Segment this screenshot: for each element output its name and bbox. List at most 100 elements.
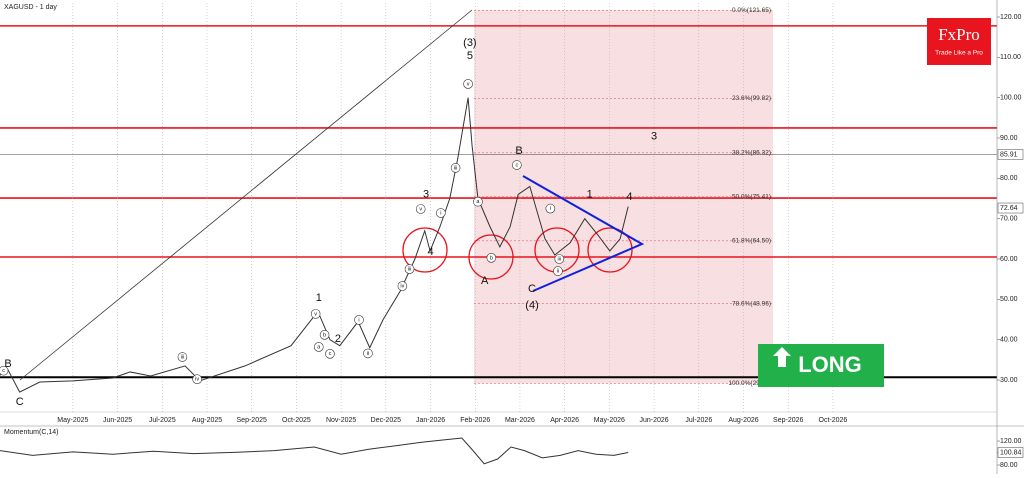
fib-label: 100.0%(29.17) [728, 380, 771, 387]
wave-label: 2 [335, 333, 341, 345]
wave-sublabel: iv [195, 377, 199, 383]
y-tick-label: 80.00 [1000, 462, 1018, 469]
wave-sublabel: iii [454, 165, 458, 171]
fib-label: 78.6%(48.96) [732, 300, 771, 307]
wave-circle [325, 348, 335, 359]
wave-label: (4) [525, 300, 538, 312]
wave-label: A [481, 275, 489, 287]
wave-label: B [4, 358, 11, 370]
price-box [997, 202, 1024, 214]
fib-label: 0.0%(121.65) [732, 7, 771, 14]
y-tick-label: 90.00 [1000, 135, 1018, 142]
x-tick-label: Feb-2026 [460, 417, 490, 424]
over-layer: 0.0%(121.65) 23.6%(99.82) 38.2%(86.32) 50.0… [0, 7, 1024, 469]
x-tick-label: Aug-2025 [192, 417, 222, 424]
x-tick-label: May-2025 [57, 417, 88, 424]
wave-label: 1 [316, 292, 322, 304]
logo-name: FxPro [938, 25, 980, 44]
wave-label: 4 [427, 246, 433, 258]
price-line [0, 437, 629, 465]
wave-sublabel: c [329, 351, 332, 357]
wave-sublabel: v [467, 81, 470, 87]
circle [587, 227, 633, 273]
x-tick-label: Jul-2026 [685, 417, 712, 424]
y-tick-label: 50.00 [1000, 296, 1018, 303]
wave-sublabel: iii [408, 267, 412, 273]
x-tick-label: Jun-2026 [639, 417, 668, 424]
panel-title: Momentum(C,14) [4, 429, 58, 436]
wave-sublabel: iv [400, 283, 404, 289]
x-tick-label: Nov-2025 [326, 417, 356, 424]
wave-sublabel: i [550, 206, 551, 212]
logo-tagline: Trade Like a Pro [935, 50, 983, 57]
x-tick-label: Mar-2026 [505, 417, 535, 424]
wave-circle [397, 281, 408, 291]
wave-circle [486, 252, 497, 263]
y-tick-label: 30.00 [1000, 377, 1018, 384]
wave-label: 1 [587, 188, 593, 200]
wave-sublabel: c [2, 368, 5, 374]
price-line [0, 97, 629, 393]
x-tick-label: Jul-2025 [149, 417, 176, 424]
fib-label: 38.2%(86.32) [732, 150, 771, 157]
wave-circle [463, 79, 473, 89]
triangle [522, 175, 645, 292]
price-label: 72.64 [1000, 205, 1018, 212]
wave-label: C [16, 396, 24, 408]
wave-circle [554, 254, 565, 264]
highlight-circles [402, 227, 633, 280]
wave-label: 3 [423, 188, 429, 200]
under-layer [0, 3, 997, 412]
wave-label: B [515, 145, 522, 157]
y-tick-label: 120.00 [1000, 438, 1022, 445]
fib-label: 50.0%(75.41) [732, 194, 771, 201]
wave-sublabel: ii [557, 269, 559, 275]
wave-sublabel: ii [367, 351, 369, 357]
y-tick-label: 60.00 [1000, 256, 1018, 263]
x-tick-label: Oct-2025 [282, 417, 311, 424]
wave-circle [192, 374, 202, 385]
wave-circle [512, 160, 522, 170]
wave-sublabel: a [317, 344, 321, 350]
wave-sublabel: i [440, 210, 441, 216]
y-tick-label: 100.00 [1000, 95, 1022, 102]
y-tick-label: 120.00 [1000, 14, 1022, 21]
wave-label: 5 [467, 50, 473, 62]
x-tick-label: Sep-2026 [773, 417, 803, 424]
wave-circle [404, 264, 415, 274]
logo-box [927, 18, 991, 65]
y-tick-label: 70.00 [1000, 216, 1018, 223]
wave-circle [319, 330, 330, 340]
wave-circle [310, 309, 321, 319]
x-tick-label: Apr-2026 [550, 417, 579, 424]
wave-label: 4 [626, 191, 632, 203]
x-tick-label: Aug-2026 [728, 417, 758, 424]
wave-circle [473, 196, 483, 207]
wave-circle [354, 315, 364, 325]
wave-sublabel: v [314, 311, 317, 317]
wave-circle [545, 203, 556, 214]
wave-sublabel: a [476, 199, 480, 205]
x-tick-label: Oct-2026 [819, 417, 848, 424]
chart-title: XAGUSD - 1 day [4, 4, 57, 11]
x-tick-label: Sep-2025 [237, 417, 267, 424]
wave-circle [436, 208, 446, 218]
wave-sublabel: c [515, 162, 518, 168]
wave-sublabel: iii [557, 256, 561, 262]
circle [468, 234, 514, 280]
wave-label: 3 [651, 131, 657, 143]
x-tick-label: May-2026 [594, 417, 625, 424]
x-tick-label: Jan-2026 [416, 417, 445, 424]
wave-sublabel: i [358, 317, 359, 323]
wave-circle [177, 352, 188, 362]
wave-sublabel: v [419, 206, 422, 212]
wave-circle [313, 342, 324, 352]
fib-label: 23.6%(99.82) [732, 95, 771, 102]
signal-label: LONG [798, 352, 862, 377]
wave-circle [553, 266, 563, 276]
y-tick-label: 110.00 [1000, 54, 1021, 61]
wave-sublabel: b [490, 255, 493, 261]
wave-circle [415, 204, 426, 214]
wave-circle [450, 163, 461, 173]
